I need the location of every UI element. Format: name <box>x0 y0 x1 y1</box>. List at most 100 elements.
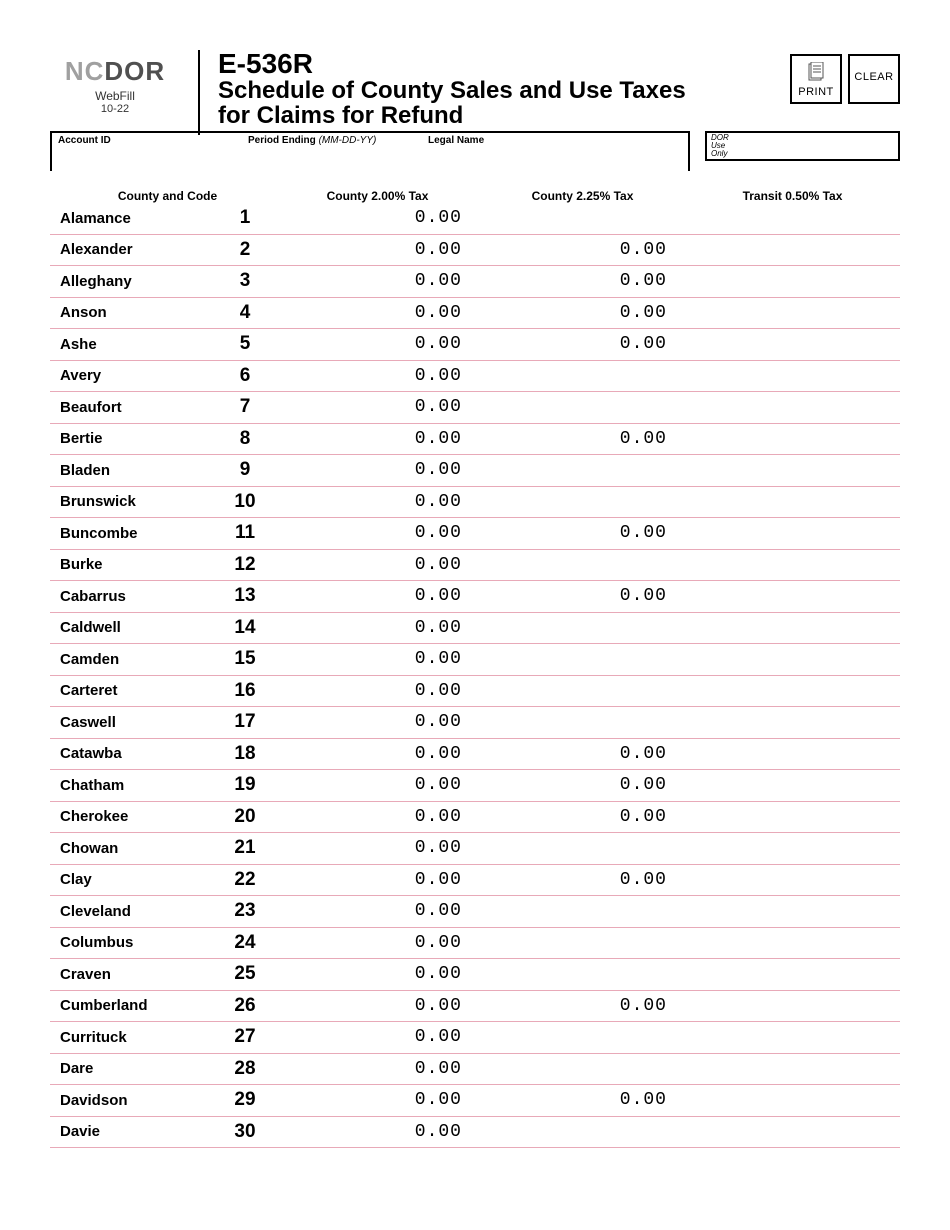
tax-200-value[interactable]: 0.00 <box>275 964 480 984</box>
tax-200-value[interactable]: 0.00 <box>275 1090 480 1110</box>
tax-200-value[interactable]: 0.00 <box>275 996 480 1016</box>
logo-text: NCDOR <box>50 56 180 87</box>
logo-block: NCDOR WebFill 10-22 <box>50 50 180 115</box>
tax-225-value[interactable]: 0.00 <box>480 523 685 543</box>
tax-200-value[interactable]: 0.00 <box>275 933 480 953</box>
tax-225-value[interactable]: 0.00 <box>480 1090 685 1110</box>
table-row: Bladen90.00 <box>50 455 900 487</box>
county-name: Beaufort <box>50 399 215 416</box>
tax-225-value[interactable]: 0.00 <box>480 996 685 1016</box>
dor-l2: Use <box>711 142 894 150</box>
tax-200-value[interactable]: 0.00 <box>275 744 480 764</box>
county-code: 10 <box>215 491 275 513</box>
county-name: Ashe <box>50 336 215 353</box>
tax-200-value[interactable]: 0.00 <box>275 303 480 323</box>
county-name: Chowan <box>50 840 215 857</box>
table-row: Cabarrus130.000.00 <box>50 581 900 613</box>
tax-200-value[interactable]: 0.00 <box>275 523 480 543</box>
tax-200-value[interactable]: 0.00 <box>275 460 480 480</box>
county-code: 17 <box>215 711 275 733</box>
tax-200-value[interactable]: 0.00 <box>275 366 480 386</box>
tax-200-value[interactable]: 0.00 <box>275 334 480 354</box>
dor-use-only-box: DOR Use Only <box>705 131 900 161</box>
county-code: 3 <box>215 270 275 292</box>
county-code: 20 <box>215 806 275 828</box>
tax-225-value[interactable]: 0.00 <box>480 240 685 260</box>
tax-200-value[interactable]: 0.00 <box>275 271 480 291</box>
table-row: Craven250.00 <box>50 959 900 991</box>
county-name: Alamance <box>50 210 215 227</box>
tax-225-value[interactable]: 0.00 <box>480 870 685 890</box>
county-name: Caldwell <box>50 619 215 636</box>
tax-225-value[interactable]: 0.00 <box>480 334 685 354</box>
tax-225-value[interactable]: 0.00 <box>480 271 685 291</box>
account-id-label: Account ID <box>52 133 242 171</box>
rows-container: Alamance10.00Alexander20.000.00Alleghany… <box>50 203 900 1148</box>
clear-button[interactable]: CLEAR <box>848 54 900 104</box>
print-label: PRINT <box>798 86 834 98</box>
table-row: Cumberland260.000.00 <box>50 991 900 1023</box>
tax-200-value[interactable]: 0.00 <box>275 555 480 575</box>
tax-200-value[interactable]: 0.00 <box>275 240 480 260</box>
logo-sub1: WebFill <box>50 89 180 103</box>
tax-200-value[interactable]: 0.00 <box>275 1059 480 1079</box>
tax-225-value[interactable]: 0.00 <box>480 429 685 449</box>
tax-200-value[interactable]: 0.00 <box>275 1122 480 1142</box>
info-bar: Account ID Period Ending (MM-DD-YY) Lega… <box>50 131 690 171</box>
tax-200-value[interactable]: 0.00 <box>275 618 480 638</box>
county-code: 11 <box>215 522 275 544</box>
table-row: Davidson290.000.00 <box>50 1085 900 1117</box>
table-row: Catawba180.000.00 <box>50 739 900 771</box>
county-name: Alleghany <box>50 273 215 290</box>
print-icon <box>806 62 826 84</box>
tax-200-value[interactable]: 0.00 <box>275 397 480 417</box>
tax-200-value[interactable]: 0.00 <box>275 208 480 228</box>
county-name: Chatham <box>50 777 215 794</box>
tax-200-value[interactable]: 0.00 <box>275 429 480 449</box>
tax-200-value[interactable]: 0.00 <box>275 775 480 795</box>
county-code: 28 <box>215 1058 275 1080</box>
county-code: 27 <box>215 1026 275 1048</box>
legal-text: Legal Name <box>428 135 484 146</box>
county-name: Bertie <box>50 430 215 447</box>
tax-200-value[interactable]: 0.00 <box>275 586 480 606</box>
tax-225-value[interactable]: 0.00 <box>480 744 685 764</box>
table-row: Beaufort70.00 <box>50 392 900 424</box>
county-code: 6 <box>215 365 275 387</box>
table-row: Cherokee200.000.00 <box>50 802 900 834</box>
table-row: Caswell170.00 <box>50 707 900 739</box>
county-code: 25 <box>215 963 275 985</box>
county-name: Currituck <box>50 1029 215 1046</box>
county-name: Cabarrus <box>50 588 215 605</box>
tax-200-value[interactable]: 0.00 <box>275 492 480 512</box>
tax-225-value[interactable]: 0.00 <box>480 586 685 606</box>
county-code: 18 <box>215 743 275 765</box>
logo-sub2: 10-22 <box>50 103 180 115</box>
account-id-text: Account ID <box>58 135 111 146</box>
tax-200-value[interactable]: 0.00 <box>275 681 480 701</box>
county-code: 9 <box>215 459 275 481</box>
tax-200-value[interactable]: 0.00 <box>275 649 480 669</box>
county-name: Dare <box>50 1060 215 1077</box>
county-code: 30 <box>215 1121 275 1143</box>
tax-200-value[interactable]: 0.00 <box>275 1027 480 1047</box>
tax-200-value[interactable]: 0.00 <box>275 838 480 858</box>
table-row: Carteret160.00 <box>50 676 900 708</box>
county-name: Davie <box>50 1123 215 1140</box>
county-code: 5 <box>215 333 275 355</box>
tax-225-value[interactable]: 0.00 <box>480 303 685 323</box>
table-row: Bertie80.000.00 <box>50 424 900 456</box>
dor-l3: Only <box>711 150 894 158</box>
tax-200-value[interactable]: 0.00 <box>275 870 480 890</box>
tax-200-value[interactable]: 0.00 <box>275 807 480 827</box>
county-code: 15 <box>215 648 275 670</box>
table-row: Chatham190.000.00 <box>50 770 900 802</box>
county-code: 22 <box>215 869 275 891</box>
tax-200-value[interactable]: 0.00 <box>275 712 480 732</box>
print-button[interactable]: PRINT <box>790 54 842 104</box>
tax-225-value[interactable]: 0.00 <box>480 807 685 827</box>
tax-225-value[interactable]: 0.00 <box>480 775 685 795</box>
tax-200-value[interactable]: 0.00 <box>275 901 480 921</box>
county-name: Caswell <box>50 714 215 731</box>
county-name: Columbus <box>50 934 215 951</box>
